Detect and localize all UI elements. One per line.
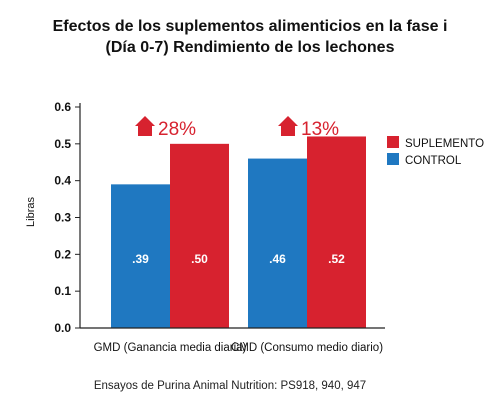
y-tick-label: 0.1: [54, 284, 71, 298]
y-tick-label: 0.6: [54, 100, 71, 114]
y-tick-label: 0.5: [54, 137, 71, 151]
y-axis-label: Libras: [25, 197, 37, 227]
legend-swatch-control: [387, 153, 399, 165]
chart-title: Efectos de los suplementos alimenticios …: [0, 16, 500, 58]
y-tick-label: 0.3: [54, 211, 71, 225]
x-category-label: CMD (Consumo medio diario): [231, 342, 383, 354]
bar-suplemento: [307, 136, 366, 328]
legend-label-suplemento: SUPLEMENTO: [405, 138, 484, 150]
x-category-label: GMD (Ganancia media diaria): [94, 342, 247, 354]
bar-value-label: .52: [328, 252, 345, 266]
bar-value-label: .46: [269, 252, 286, 266]
bar-value-label: .39: [132, 252, 149, 266]
chart-title-line-1: Efectos de los suplementos alimenticios …: [52, 18, 448, 35]
percent-increase-label: 13%: [301, 119, 339, 140]
source-footnote: Ensayos de Purina Animal Nutrition: PS91…: [93, 380, 367, 392]
y-tick-label: 0.4: [54, 174, 71, 188]
up-arrow-house-icon: [135, 116, 155, 136]
percent-increase-label: 28%: [158, 119, 196, 140]
bar-control: [248, 158, 307, 328]
up-arrow-house-icon: [278, 116, 298, 136]
legend-label-control: CONTROL: [405, 155, 462, 167]
bar-control: [111, 184, 170, 328]
legend-swatch-suplemento: [387, 136, 399, 148]
y-tick-label: 0.2: [54, 247, 71, 261]
chart-title-line-2: (Día 0-7) Rendimiento de los lechones: [105, 39, 395, 56]
bar-value-label: .50: [191, 252, 208, 266]
bar-suplemento: [170, 143, 229, 328]
y-tick-label: 0.0: [54, 321, 71, 335]
